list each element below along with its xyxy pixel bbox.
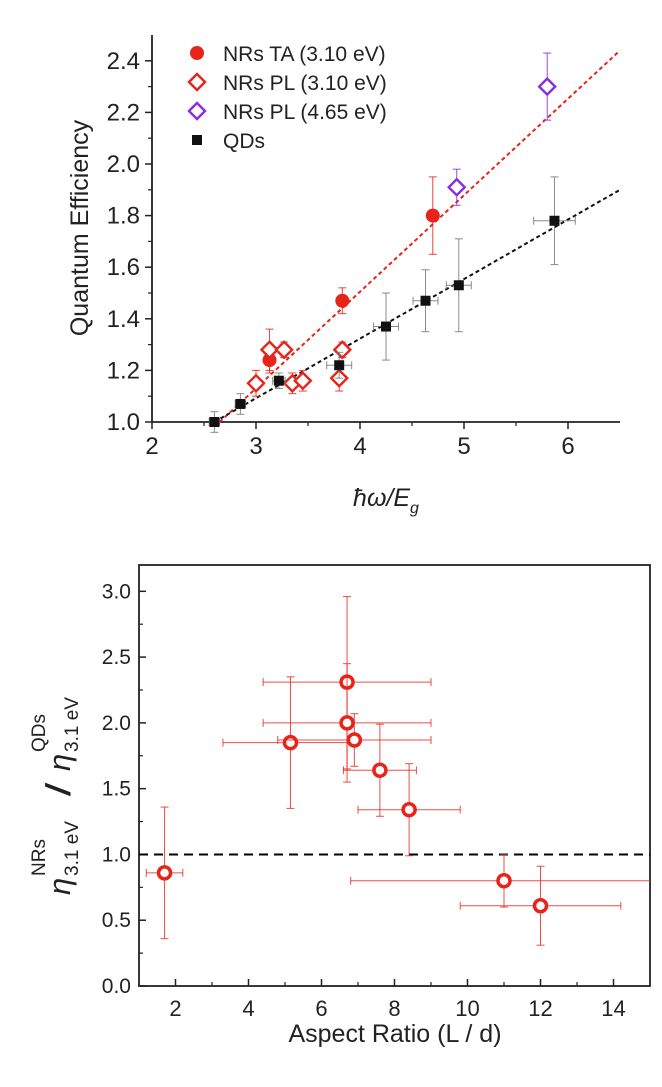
top-x-axis-label-main: ħω/E [353,484,410,512]
ylabel-sup-denominator: QDs [29,714,50,752]
bottom-y-tick-label: 0.0 [102,975,131,998]
bottom-y-tick-label: 1.5 [102,778,131,801]
ratio-data-point [401,801,417,818]
data-point-series-1 [259,340,280,360]
bottom-y-tick-label: 2.0 [102,712,131,735]
ratio-data-point [372,762,388,778]
ratio-data-point [282,734,299,751]
data-point-series-2 [537,76,557,97]
top-y-tick-label: 1.6 [107,254,140,281]
top-y-tick-label: 2.0 [107,151,140,178]
efficiency-ratio-chart: 2 4 6 8 10 12 14 0.0 0.5 1.0 1.5 2.0 2.5 3.0 η 3.1 eV… [29,564,651,1048]
top-x-tick-label: 3 [249,433,262,460]
top-x-tick-label: 6 [561,433,574,460]
ratio-data-point [339,715,355,731]
top-y-tick-label: 1.2 [107,357,140,384]
bottom-x-tick-label: 8 [388,996,400,1021]
bottom-x-tick-label: 2 [169,996,181,1021]
bottom-y-tick-label: 1.0 [102,843,131,866]
top-axes: 2 3 4 5 6 1.0 1.2 1.4 1.6 1.8 2.0 2.2 2.4 [107,48,575,460]
legend-marker-0 [190,46,204,60]
data-point-series-3 [334,360,345,371]
data-point-series-3 [209,417,220,427]
data-point-series-3 [273,375,284,386]
bottom-x-tick-label: 14 [601,996,625,1021]
quantum-efficiency-chart: 2 3 4 5 6 1.0 1.2 1.4 1.6 1.8 2.0 2.2 2.4 NRs TA (3.… [66,35,621,517]
ratio-data-point [156,865,173,881]
data-point-series-3 [549,215,560,226]
legend-label-0: NRs TA (3.10 eV) [223,43,386,66]
top-legend: NRs TA (3.10 eV) NRs PL (3.10 eV) NRs PL (… [187,43,387,153]
data-point-series-3 [420,295,431,306]
legend-marker-2 [187,101,207,121]
ratio-data-point [346,732,363,748]
data-point-series-1 [274,340,294,360]
ylabel-eta-numerator: η [42,878,77,895]
bottom-x-tick-label: 6 [315,996,327,1021]
top-y-tick-label: 1.8 [107,203,140,230]
bottom-y-tick-label: 2.5 [102,646,131,669]
top-y-axis-label: Quantum Efficiency [66,119,94,336]
ratio-data-point [496,873,512,889]
top-data-points [208,52,576,433]
legend-label-3: QDs [223,130,265,153]
top-x-tick-label: 4 [353,433,366,460]
data-point-series-2 [447,177,467,197]
top-x-tick-label: 2 [145,433,158,460]
bottom-y-tick-label: 0.5 [102,909,131,932]
ylabel-sub-denominator: 3.1 eV [62,697,83,752]
data-point-series-3 [453,280,464,291]
ylabel-slash: / [40,782,78,797]
legend-marker-1 [187,72,207,92]
top-x-axis-label: ħω/Eg [353,484,419,517]
ylabel-eta-denominator: η [42,754,77,771]
bottom-data-points [145,596,650,946]
data-point-series-0 [335,293,350,308]
data-point-series-1 [332,340,353,360]
ylabel-sup-numerator: NRs [29,839,50,876]
ylabel-sub-numerator: 3.1 eV [62,821,83,876]
bottom-x-tick-label: 4 [242,996,254,1021]
legend-marker-3 [192,135,202,145]
data-point-series-0 [425,208,440,223]
data-point-series-3 [381,321,391,332]
bottom-x-tick-label: 10 [455,996,479,1021]
legend-label-1: NRs PL (3.10 eV) [223,72,387,95]
top-y-tick-label: 1.0 [107,409,140,436]
data-point-series-3 [235,398,246,409]
bottom-x-axis-label: Aspect Ratio (L / d) [288,1020,501,1048]
top-x-axis-label-sub: g [410,500,419,517]
bottom-plot-frame [138,564,651,987]
fit-line [218,49,621,423]
top-y-tick-label: 2.2 [107,99,140,126]
bottom-y-tick-label: 3.0 [102,580,131,603]
bottom-axes: 2 4 6 8 10 12 14 0.0 0.5 1.0 1.5 2.0 2.5 3.0 [102,580,626,1021]
ratio-data-point [532,897,549,914]
top-x-tick-label: 5 [457,433,470,460]
bottom-x-tick-label: 12 [528,996,552,1021]
bottom-y-axis-label: η 3.1 eV NRs / η 3.1 eV QDs [29,697,83,895]
legend-label-2: NRs PL (4.65 eV) [223,101,387,124]
data-point-series-1 [293,371,313,391]
top-plot-frame [151,35,620,423]
top-y-tick-label: 1.4 [107,306,140,333]
top-y-tick-label: 2.4 [107,48,140,75]
data-point-series-1 [246,373,266,393]
